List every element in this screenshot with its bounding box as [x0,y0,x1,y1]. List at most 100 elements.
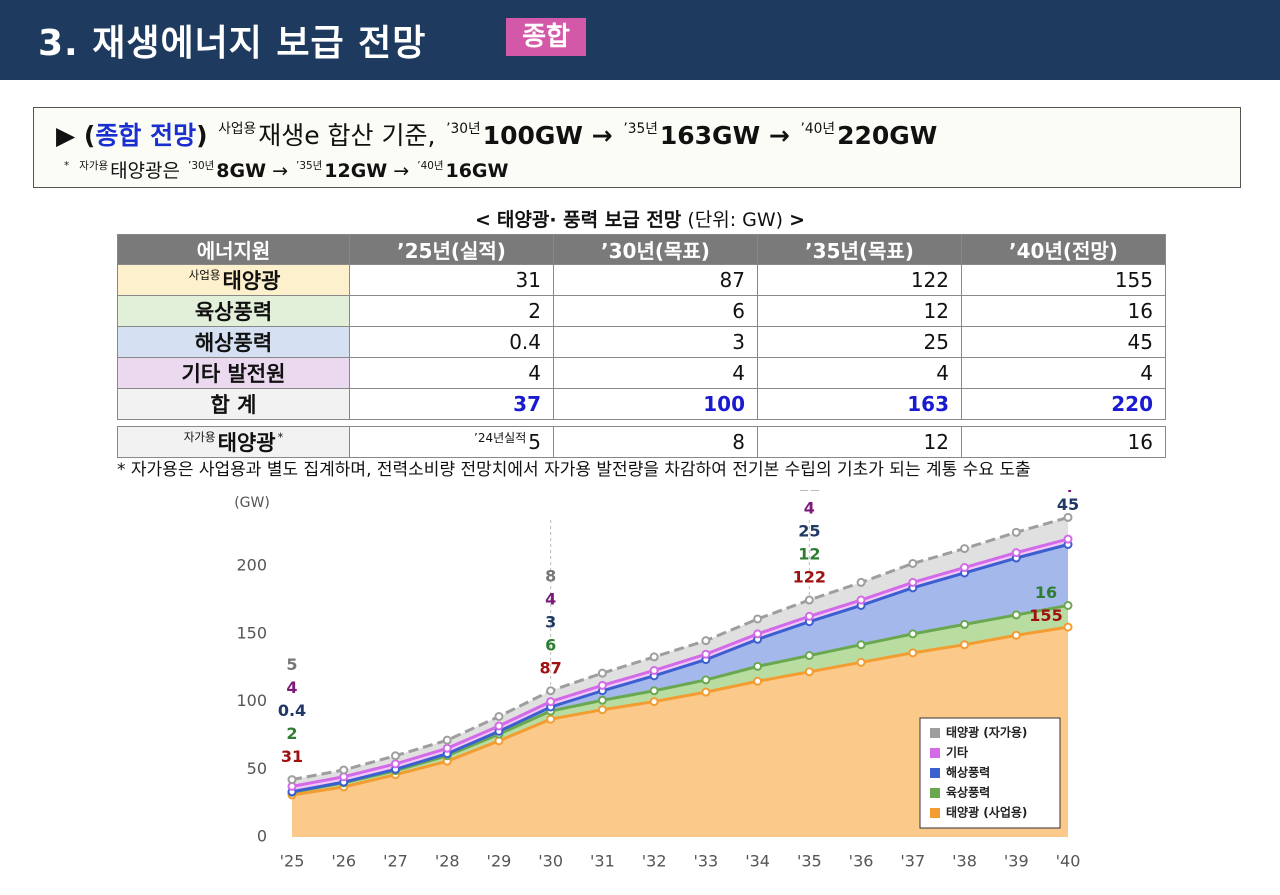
text: ’40년 [800,121,836,137]
text: < [474,209,491,231]
point [908,648,918,658]
x-tick-label: '32 [642,852,667,871]
point [546,697,556,707]
cell: ’24년실적 5 [349,426,554,458]
area [292,605,1068,796]
point [701,636,711,646]
legend-swatch [930,728,940,738]
x-tick-label: '39 [1004,852,1029,871]
point [960,563,970,573]
summary-line: * 자가용 태양광은 ’30년 8GW → ’35년 12GW → ’40년 16GW [62,156,508,183]
point [753,614,763,624]
cell-value: 12 [923,430,949,454]
cell-value: 87 [719,268,745,292]
cell-value: 2 [528,299,541,323]
cell-value: 0.4 [509,330,541,354]
data-label: 12 [798,545,820,564]
data-label: 87 [540,658,562,677]
point [649,697,659,707]
cell: 122 [757,264,962,296]
point [1063,512,1073,522]
cell: 12 [757,426,962,458]
cell: 6 [553,295,758,327]
cell-value: 8 [732,430,745,454]
series-line [291,537,1069,788]
table-row: 육상풍력 2 6 12 16 [117,295,1166,327]
text: 100GW [482,121,583,150]
row-label: 사업용태양광 [117,264,350,296]
x-tick-label: '38 [952,852,977,871]
area [292,539,1068,792]
cell: 220 [961,388,1166,420]
y-tick-label: 200 [236,556,267,575]
point [597,695,607,705]
table-row: 해상풍력 0.4 3 25 45 [117,326,1166,358]
cell: 45 [961,326,1166,358]
data-label: 4 [545,589,556,608]
table-caption: < 태양광· 풍력 보급 전망 (단위: GW) > [0,205,1280,232]
column-header: ’40년(전망) [961,234,1166,265]
x-tick-label: '25 [280,852,305,871]
cell: 4 [553,357,758,389]
row-label: 합 계 [117,388,350,420]
summary-box: ▶ (종합 전망) 사업용재생e 합산 기준, ’30년100GW → ’35년… [33,107,1241,188]
text: * [64,159,70,172]
legend-swatch [930,788,940,798]
point [546,686,556,696]
label: 태양광 [222,269,281,293]
gap-row [117,419,1166,427]
x-tick-label: '30 [538,852,563,871]
chart: (GW) 0 50 100 150 200 '25 '26 '27 '28 '29 '30 '31 '32… [234,490,1080,871]
cell: 2 [349,295,554,327]
text: 태양광은 [110,160,180,182]
label: 육상풍력 [194,300,273,324]
point [856,640,866,650]
table: 에너지원 ’25년(실적) ’30년(목표) ’35년(목표) ’40년(전망) 사업용태… [117,234,1166,458]
cell: 25 [757,326,962,358]
point [546,714,556,724]
footnote: * 자가용은 사업용과 별도 집계하며, 전력소비량 전망치에서 자가용 발전량… [117,460,1031,480]
text: ▶ ( [56,121,96,150]
point [597,668,607,678]
data-label: 3 [545,612,556,631]
data-label: 25 [798,522,820,541]
point [649,665,659,675]
y-tick-label: 100 [236,691,267,710]
point [701,649,711,659]
row-label: 자가용태양광 * [117,426,350,458]
point [1011,610,1021,620]
text: 16GW [445,160,509,182]
text: ’40년 [417,159,444,172]
point [1011,548,1021,558]
cell: 163 [757,388,962,420]
header: 3. 재생에너지 보급 전망 종합 [0,0,1280,80]
row-label: 육상풍력 [117,295,350,327]
text: 자가용 [79,159,109,172]
cell-value: 6 [732,299,745,323]
text: 종합 전망 [95,121,197,150]
cell-value: 5 [528,430,541,455]
point [908,629,918,639]
point [908,577,918,587]
point [649,686,659,696]
point [856,595,866,605]
y-axis-label: (GW) [234,495,270,511]
point [494,711,504,721]
label: 태양광 [217,431,276,455]
cell-value: 4 [936,361,949,385]
legend-label: 기타 [946,745,968,760]
point [856,657,866,667]
table-row: 합 계 37 100 163 220 [117,388,1166,420]
series-line [291,515,1069,782]
text: → [393,160,410,182]
column-header: ’30년(목표) [553,234,758,265]
text: (단위: GW) [687,209,784,231]
cell-value: 4 [528,361,541,385]
data-label: 45 [1057,495,1079,514]
cell: 155 [961,264,1166,296]
text: 220GW [837,121,938,150]
cell: 16 [961,295,1166,327]
cell: 4 [961,357,1166,389]
cell: 31 [349,264,554,296]
cell: 87 [553,264,758,296]
